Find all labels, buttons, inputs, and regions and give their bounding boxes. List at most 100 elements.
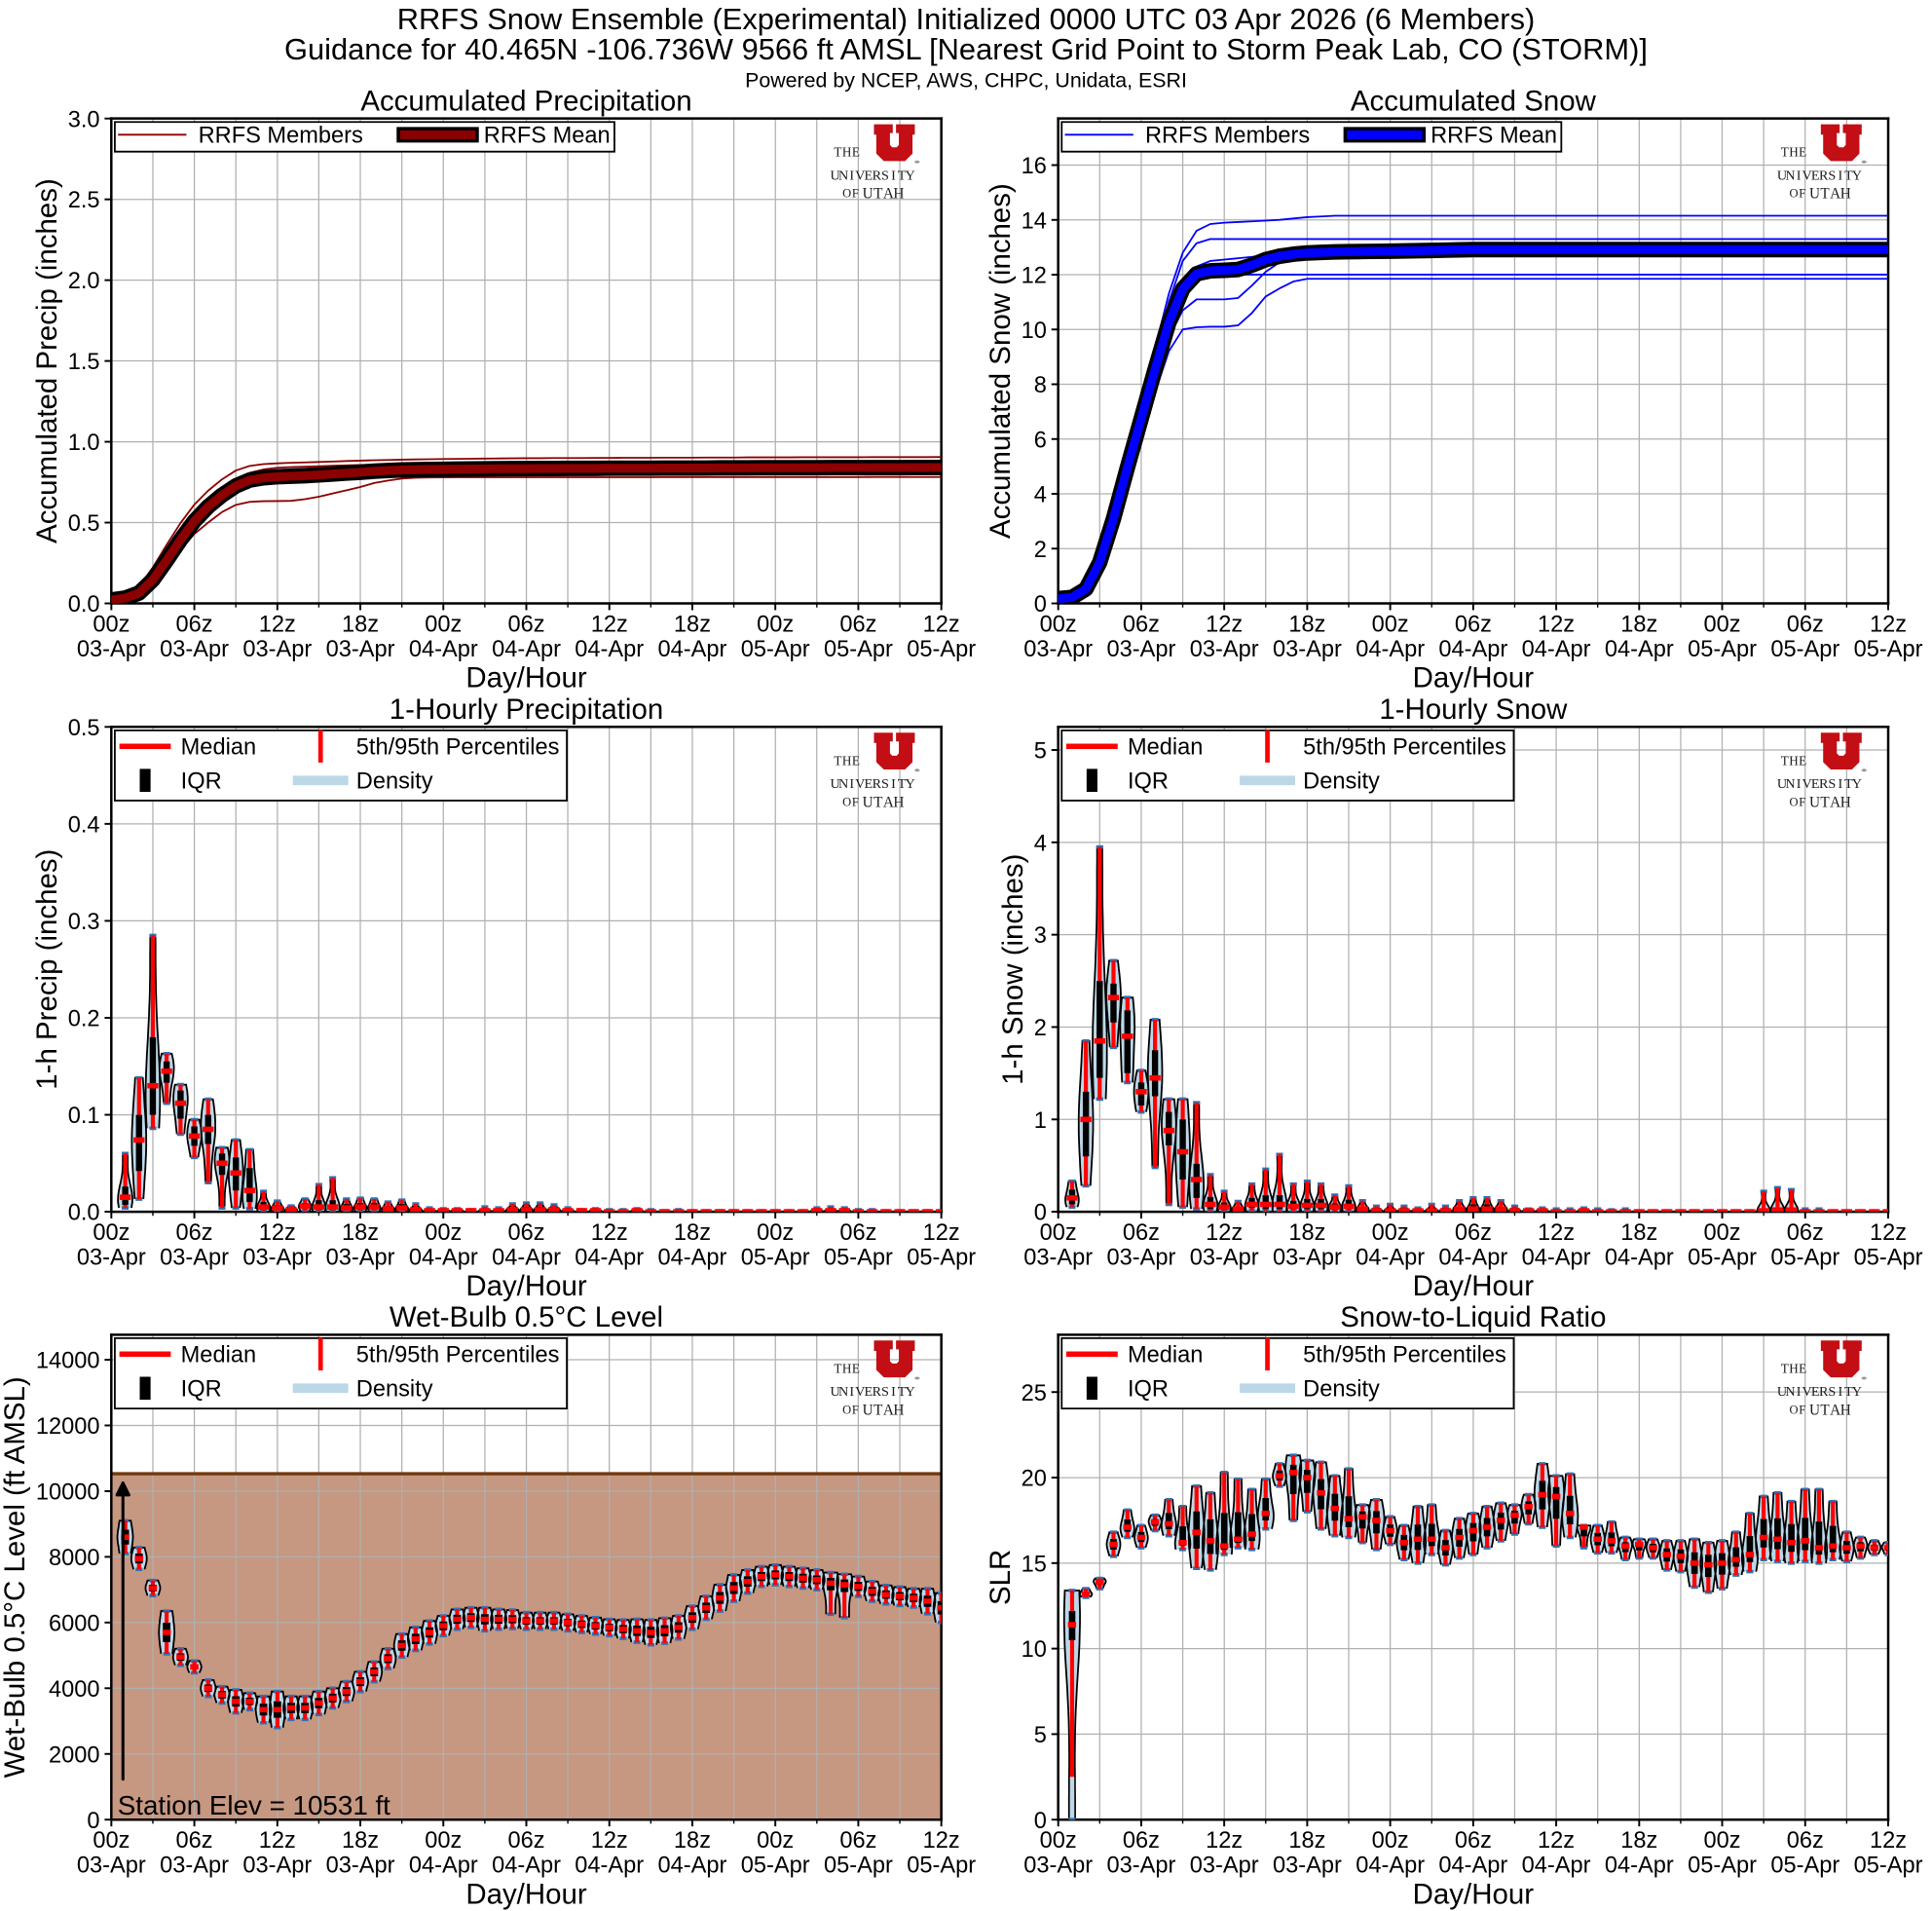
svg-text:0.5: 0.5 — [68, 511, 100, 537]
svg-text:Y: Y — [905, 776, 914, 792]
svg-text:03-Apr: 03-Apr — [77, 637, 146, 662]
svg-text:12z: 12z — [923, 1220, 960, 1246]
svg-text:5th/95th Percentiles: 5th/95th Percentiles — [356, 1343, 560, 1368]
svg-text:03-Apr: 03-Apr — [77, 1854, 146, 1879]
svg-text:18z: 18z — [1620, 1828, 1657, 1854]
svg-text:2.0: 2.0 — [68, 269, 100, 294]
svg-text:06z: 06z — [176, 612, 213, 637]
svg-text:0: 0 — [87, 1809, 99, 1834]
svg-text:06z: 06z — [1787, 1220, 1824, 1246]
svg-text:SLR: SLR — [985, 1550, 1017, 1605]
svg-text:H: H — [1789, 145, 1799, 160]
svg-text:00z: 00z — [1040, 612, 1077, 637]
svg-text:IQR: IQR — [181, 769, 222, 795]
svg-text:U: U — [863, 1402, 873, 1418]
svg-text:Day/Hour: Day/Hour — [1413, 1878, 1535, 1910]
svg-text:00z: 00z — [1704, 1828, 1741, 1854]
svg-text:00z: 00z — [1372, 612, 1409, 637]
svg-text:T: T — [1844, 1384, 1853, 1400]
svg-text:06z: 06z — [839, 1220, 876, 1246]
svg-text:2.5: 2.5 — [68, 188, 100, 213]
svg-text:T: T — [834, 145, 841, 160]
svg-text:00z: 00z — [1040, 1828, 1077, 1854]
svg-text:S: S — [881, 776, 889, 792]
svg-text:12z: 12z — [1538, 612, 1575, 637]
svg-text:03-Apr: 03-Apr — [1190, 637, 1259, 662]
svg-text:R: R — [1819, 1384, 1829, 1400]
svg-text:06z: 06z — [1123, 1220, 1160, 1246]
svg-text:IQR: IQR — [181, 1377, 222, 1403]
svg-text:2: 2 — [1034, 538, 1047, 563]
svg-text:O: O — [842, 795, 851, 808]
svg-text:1.0: 1.0 — [68, 431, 100, 456]
svg-text:T: T — [873, 1402, 883, 1418]
svg-text:I: I — [1838, 1384, 1842, 1400]
svg-text:Density: Density — [1303, 769, 1380, 795]
svg-text:F: F — [1799, 187, 1805, 201]
svg-text:03-Apr: 03-Apr — [1273, 1245, 1342, 1270]
svg-text:N: N — [838, 1384, 848, 1400]
svg-text:04-Apr: 04-Apr — [1605, 637, 1674, 662]
svg-text:E: E — [1811, 168, 1820, 183]
svg-text:06z: 06z — [507, 612, 544, 637]
svg-text:03-Apr: 03-Apr — [1190, 1245, 1259, 1270]
svg-text:00z: 00z — [1040, 1220, 1077, 1246]
svg-text:05-Apr: 05-Apr — [1688, 1245, 1757, 1270]
svg-text:U: U — [1777, 776, 1787, 792]
svg-text:18z: 18z — [674, 1828, 711, 1854]
svg-text:18z: 18z — [1620, 612, 1657, 637]
svg-text:05-Apr: 05-Apr — [1854, 1854, 1923, 1879]
svg-text:3: 3 — [1034, 923, 1047, 949]
svg-text:H: H — [1840, 1402, 1851, 1418]
svg-text:S: S — [1828, 1384, 1836, 1400]
svg-text:00z: 00z — [425, 1828, 462, 1854]
svg-text:Station Elev = 10531 ft: Station Elev = 10531 ft — [118, 1790, 390, 1820]
svg-text:V: V — [1802, 1384, 1813, 1400]
svg-text:I: I — [849, 1384, 854, 1400]
svg-text:R: R — [1819, 168, 1829, 183]
svg-text:05-Apr: 05-Apr — [824, 1854, 893, 1879]
svg-text:04-Apr: 04-Apr — [1605, 1854, 1674, 1879]
svg-text:04-Apr: 04-Apr — [658, 1245, 727, 1270]
svg-text:2: 2 — [1034, 1016, 1047, 1041]
svg-text:04-Apr: 04-Apr — [1438, 1854, 1507, 1879]
svg-text:12z: 12z — [259, 612, 296, 637]
svg-text:12: 12 — [1022, 264, 1047, 289]
svg-text:03-Apr: 03-Apr — [1023, 1245, 1093, 1270]
svg-text:R: R — [1819, 776, 1829, 792]
svg-text:Y: Y — [905, 168, 914, 183]
svg-text:06z: 06z — [1455, 1220, 1492, 1246]
svg-text:00z: 00z — [93, 1220, 130, 1246]
svg-text:N: N — [1785, 168, 1795, 183]
svg-text:12z: 12z — [1538, 1828, 1575, 1854]
svg-text:00z: 00z — [425, 612, 462, 637]
svg-text:U: U — [831, 1384, 840, 1400]
svg-text:6000: 6000 — [49, 1611, 100, 1636]
svg-text:I: I — [891, 1384, 896, 1400]
svg-text:18z: 18z — [1288, 1220, 1325, 1246]
svg-text:O: O — [842, 187, 851, 201]
svg-text:RRFS Snow Ensemble (Experiment: RRFS Snow Ensemble (Experimental) Initia… — [397, 2, 1536, 36]
svg-text:Wet-Bulb 0.5°C Level (ft AMSL): Wet-Bulb 0.5°C Level (ft AMSL) — [0, 1376, 31, 1778]
svg-text:04-Apr: 04-Apr — [658, 637, 727, 662]
svg-text:U: U — [1777, 168, 1787, 183]
svg-text:5: 5 — [1034, 1723, 1047, 1748]
svg-text:I: I — [1838, 776, 1842, 792]
svg-text:05-Apr: 05-Apr — [824, 637, 893, 662]
svg-text:H: H — [1789, 1361, 1799, 1375]
svg-text:Accumulated Precipitation: Accumulated Precipitation — [360, 85, 691, 117]
svg-text:E: E — [1811, 776, 1820, 792]
svg-text:S: S — [1828, 168, 1836, 183]
svg-text:03-Apr: 03-Apr — [1273, 637, 1342, 662]
svg-text:R: R — [873, 168, 882, 183]
svg-text:12z: 12z — [591, 1828, 628, 1854]
svg-text:12z: 12z — [1870, 1220, 1907, 1246]
svg-text:A: A — [1830, 794, 1840, 810]
svg-text:12z: 12z — [1538, 1220, 1575, 1246]
svg-text:06z: 06z — [1787, 1828, 1824, 1854]
svg-text:0.4: 0.4 — [68, 812, 100, 838]
svg-text:0: 0 — [1034, 1201, 1047, 1226]
svg-text:S: S — [1828, 776, 1836, 792]
svg-text:10: 10 — [1022, 1637, 1047, 1663]
svg-text:Guidance for 40.465N -106.736W: Guidance for 40.465N -106.736W 9566 ft A… — [284, 32, 1648, 66]
